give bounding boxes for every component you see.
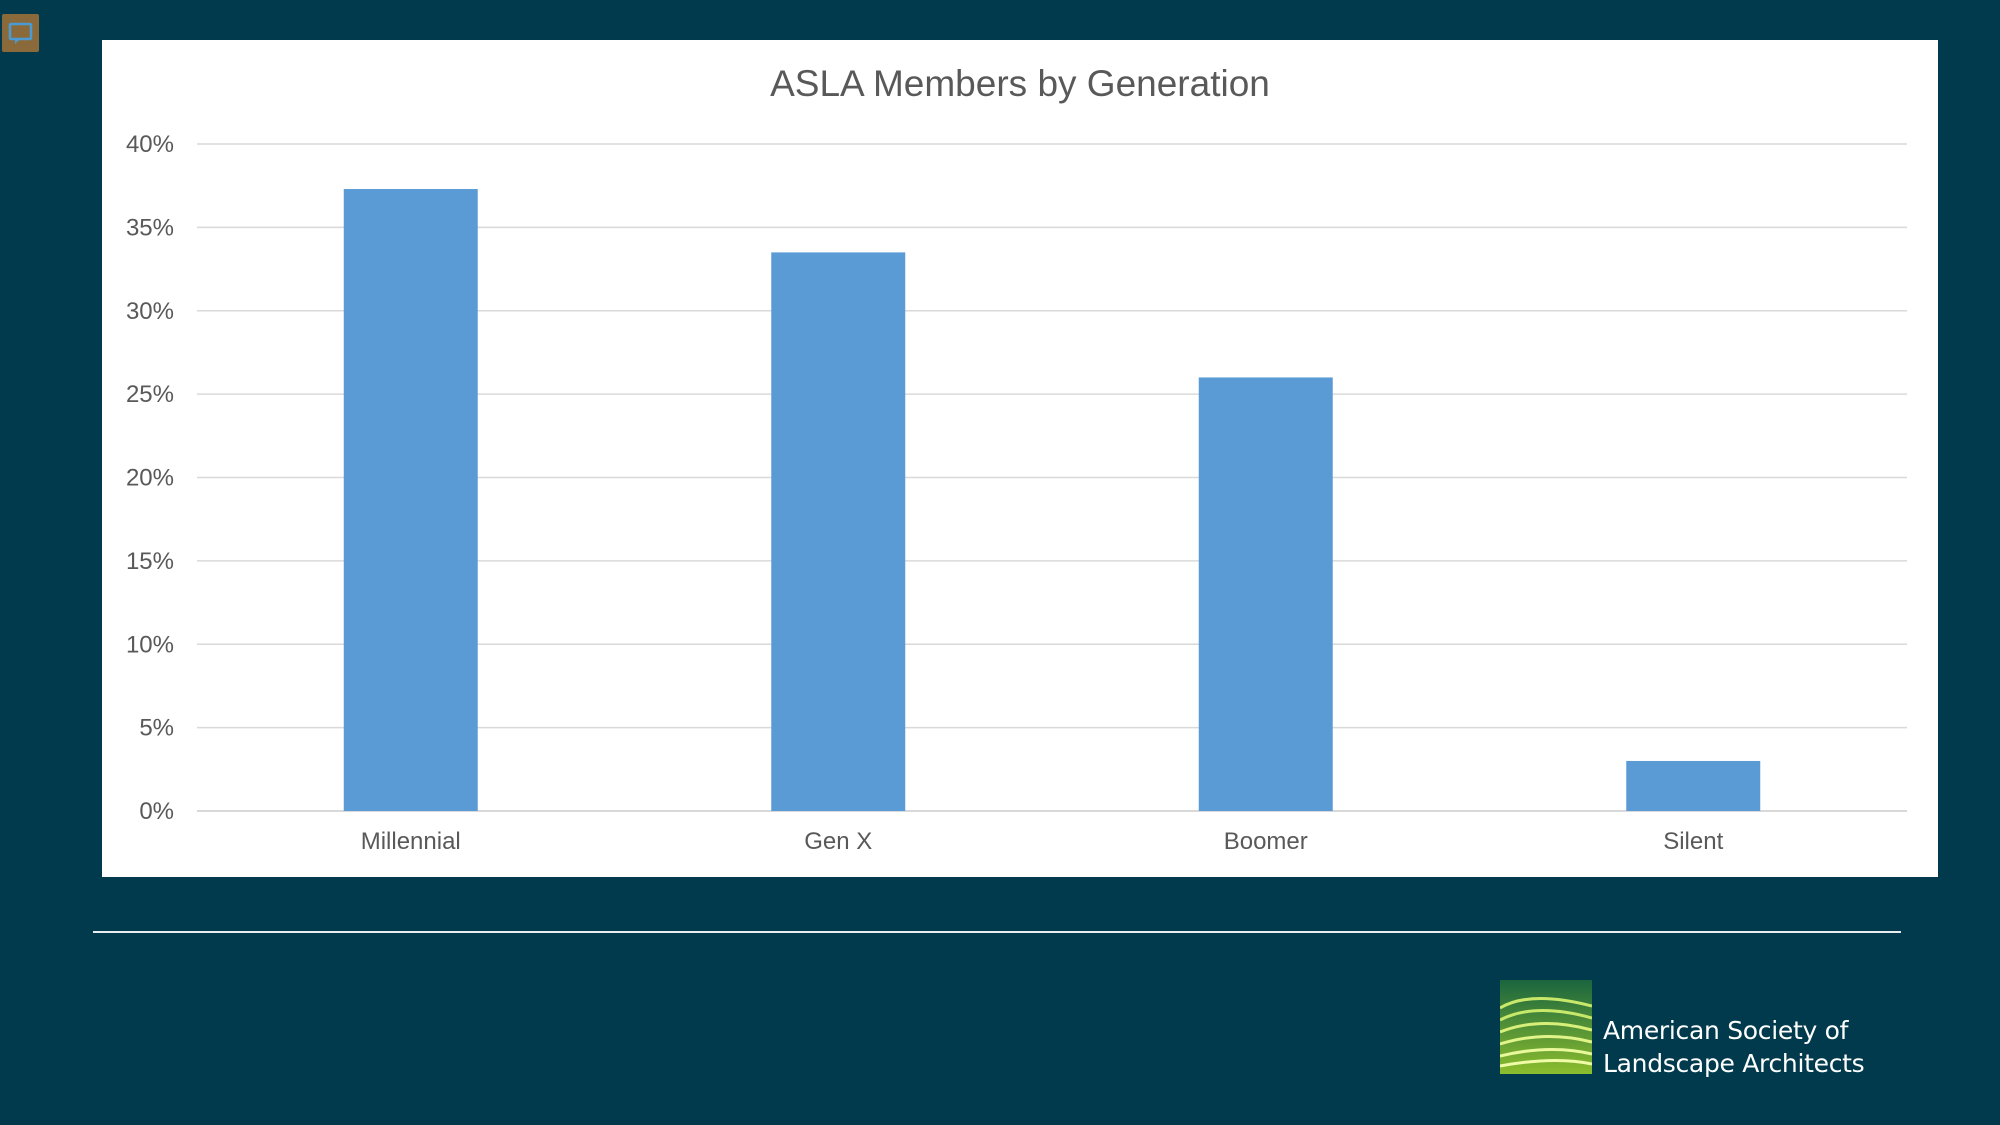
footer-divider xyxy=(93,931,1901,933)
bar-chart: ASLA Members by Generation 0% 5% 10% 15% 20%… xyxy=(126,63,1907,855)
bar-silent xyxy=(1626,760,1761,811)
y-tick-label: 10% xyxy=(126,631,174,658)
x-tick-label: Gen X xyxy=(804,828,872,855)
chart-title: ASLA Members by Generation xyxy=(770,63,1270,104)
bar-millennial xyxy=(343,189,478,811)
comment-icon[interactable] xyxy=(2,14,39,52)
asla-logo-mark-icon xyxy=(1500,980,1592,1074)
x-tick-label: Silent xyxy=(1663,828,1723,855)
x-tick-label: Millennial xyxy=(361,828,461,855)
y-tick-label: 25% xyxy=(126,381,174,408)
logo-text: American Society of Landscape Architects xyxy=(1603,1014,1865,1080)
x-axis-labels: Millennial Gen X Boomer Silent xyxy=(361,828,1724,855)
x-tick-label: Boomer xyxy=(1224,828,1308,855)
y-axis-ticks: 0% 5% 10% 15% 20% 25% 30% 35% 40% xyxy=(126,131,174,825)
bars xyxy=(343,189,1761,811)
bar-boomer xyxy=(1198,377,1333,811)
y-tick-label: 20% xyxy=(126,465,174,492)
logo-line-1: American Society of xyxy=(1603,1016,1849,1045)
y-tick-label: 40% xyxy=(126,131,174,158)
bar-gen-x xyxy=(771,252,906,811)
gridlines xyxy=(197,143,1907,812)
y-tick-label: 0% xyxy=(139,798,174,825)
y-tick-label: 35% xyxy=(126,214,174,241)
y-tick-label: 30% xyxy=(126,298,174,325)
y-tick-label: 15% xyxy=(126,548,174,575)
y-tick-label: 5% xyxy=(139,715,174,742)
logo-line-2: Landscape Architects xyxy=(1603,1049,1865,1078)
asla-logo: American Society of Landscape Architects xyxy=(1500,980,1890,1080)
chart-panel: ASLA Members by Generation 0% 5% 10% 15% 20%… xyxy=(102,40,1938,877)
